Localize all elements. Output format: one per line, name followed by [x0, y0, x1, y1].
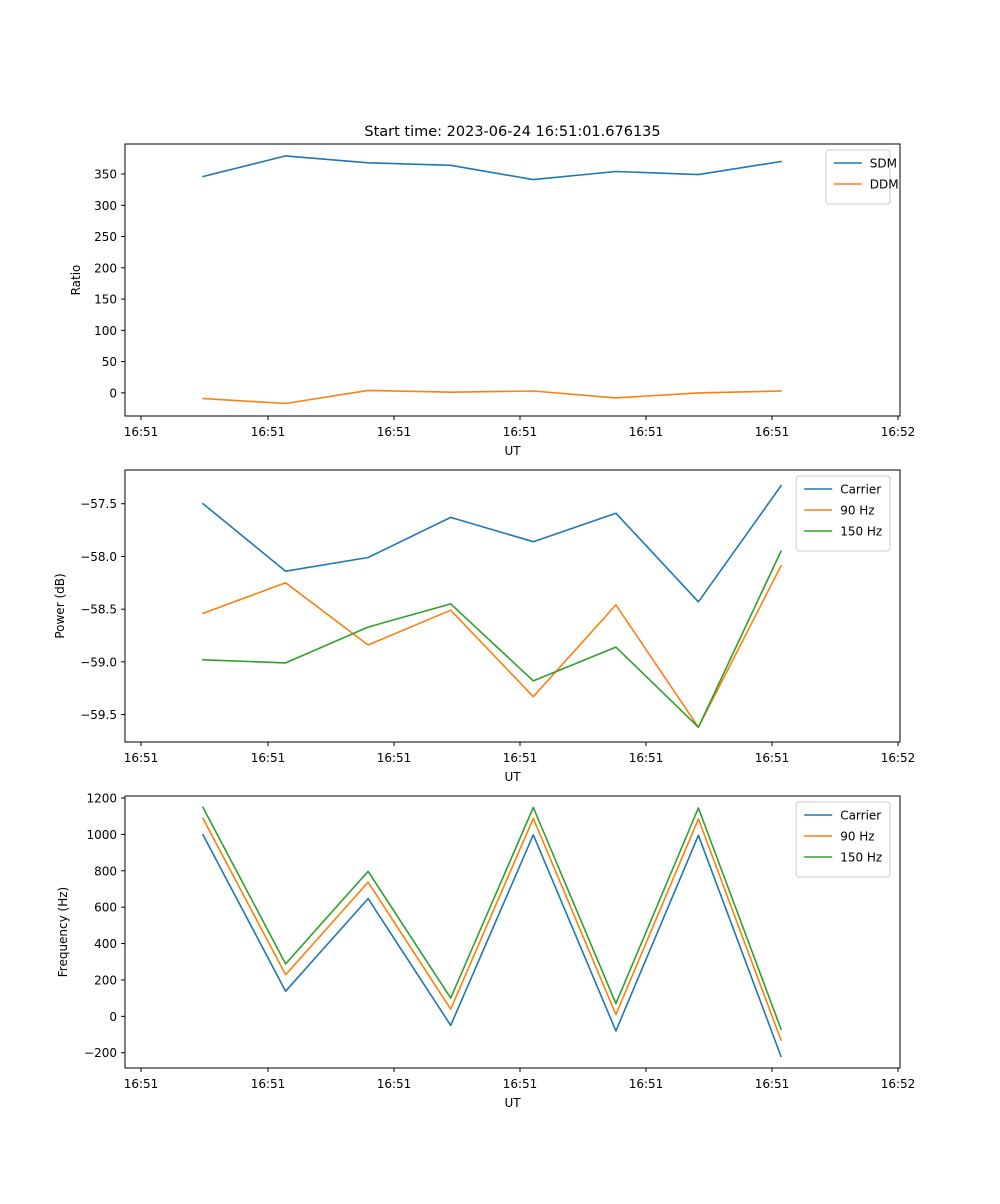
legend-label: DDM: [870, 178, 899, 192]
legend-label: 150 Hz: [840, 525, 882, 539]
chart-panel-1: Start time: 2023-06-24 16:51:01.676135 0 5…: [69, 124, 915, 458]
x-axis-label: UT: [504, 1096, 521, 1110]
series-line-150-hz: [201, 806, 783, 1031]
y-tick-label: −58.0: [80, 550, 117, 564]
legend-label: 90 Hz: [840, 504, 874, 518]
x-tick-label: 16:52: [881, 1077, 916, 1091]
y-tick-label: 200: [94, 261, 117, 275]
x-tick-label: 16:51: [251, 751, 286, 765]
y-tick-label: 1000: [86, 828, 117, 842]
y-tick-label: −59.5: [80, 708, 117, 722]
series-line-carrier: [201, 833, 783, 1058]
x-tick-label: 16:51: [755, 751, 790, 765]
plot-area-frame: [124, 469, 901, 743]
y-axis-label: Frequency (Hz): [56, 887, 70, 978]
x-tick-label: 16:52: [881, 425, 916, 439]
y-tick-label: 1200: [86, 792, 117, 806]
y-tick-label: 200: [94, 973, 117, 987]
y-tick-label: 350: [94, 168, 117, 182]
legend-label: 90 Hz: [840, 830, 874, 844]
x-tick-label: 16:51: [503, 751, 538, 765]
x-tick-label: 16:51: [629, 425, 664, 439]
legend-label: Carrier: [840, 483, 881, 497]
x-tick-label: 16:51: [755, 1077, 790, 1091]
legend-label: Carrier: [840, 809, 881, 823]
y-tick-label: −58.5: [80, 603, 117, 617]
chart-panel-2: −59.5 −59.0 −58.5 −58.0 −57.5 16:51 16:51 16:51…: [53, 469, 916, 784]
x-tick-label: 16:51: [377, 1077, 412, 1091]
y-axis-label: Ratio: [69, 265, 83, 296]
series-line-carrier: [201, 484, 783, 603]
x-axis-label: UT: [504, 444, 521, 458]
y-tick-label: −59.0: [80, 655, 117, 669]
x-tick-label: 16:51: [124, 1077, 159, 1091]
legend: SDM DDM: [825, 149, 899, 205]
x-tick-label: 16:52: [881, 751, 916, 765]
x-tick-label: 16:51: [124, 425, 159, 439]
y-tick-label: 600: [94, 901, 117, 915]
y-tick-label: 800: [94, 864, 117, 878]
legend-box: [795, 475, 891, 552]
plot-area-frame: [124, 143, 901, 417]
series-line-90-hz: [201, 817, 783, 1042]
legend-label: 150 Hz: [840, 851, 882, 865]
x-tick-label: 16:51: [377, 751, 412, 765]
y-tick-label: 250: [94, 230, 117, 244]
legend-label: SDM: [870, 157, 897, 171]
y-tick-label: 100: [94, 324, 117, 338]
x-tick-label: 16:51: [377, 425, 412, 439]
y-tick-label: −57.5: [80, 497, 117, 511]
x-tick-label: 16:51: [251, 1077, 286, 1091]
x-tick-label: 16:51: [503, 425, 538, 439]
x-tick-label: 16:51: [124, 751, 159, 765]
y-axis-label: Power (dB): [53, 573, 67, 638]
y-tick-label: 400: [94, 937, 117, 951]
chart-title: Start time: 2023-06-24 16:51:01.676135: [364, 124, 660, 140]
series-line-90-hz: [201, 564, 783, 729]
x-axis-label: UT: [504, 770, 521, 784]
series-line-sdm: [202, 155, 782, 181]
y-tick-label: 0: [109, 1010, 117, 1024]
plot-area-frame: [124, 795, 901, 1069]
series-line-ddm: [202, 389, 782, 405]
series-line-150-hz: [202, 550, 783, 729]
x-tick-label: 16:51: [755, 425, 790, 439]
y-tick-label: −200: [84, 1046, 117, 1060]
x-tick-label: 16:51: [251, 425, 286, 439]
x-tick-label: 16:51: [629, 751, 664, 765]
y-tick-label: 150: [94, 293, 117, 307]
x-tick-label: 16:51: [503, 1077, 538, 1091]
chart-panel-3: −200 0 200 400 600 800 1000 1200 16:51 16:51 16:51…: [56, 792, 915, 1110]
x-tick-label: 16:51: [629, 1077, 664, 1091]
legend: Carrier 90 Hz 150 Hz: [795, 801, 891, 878]
legend: Carrier 90 Hz 150 Hz: [795, 475, 891, 552]
y-tick-label: 50: [102, 355, 117, 369]
y-tick-label: 300: [94, 199, 117, 213]
y-tick-label: 0: [109, 386, 117, 400]
legend-box: [795, 801, 891, 878]
